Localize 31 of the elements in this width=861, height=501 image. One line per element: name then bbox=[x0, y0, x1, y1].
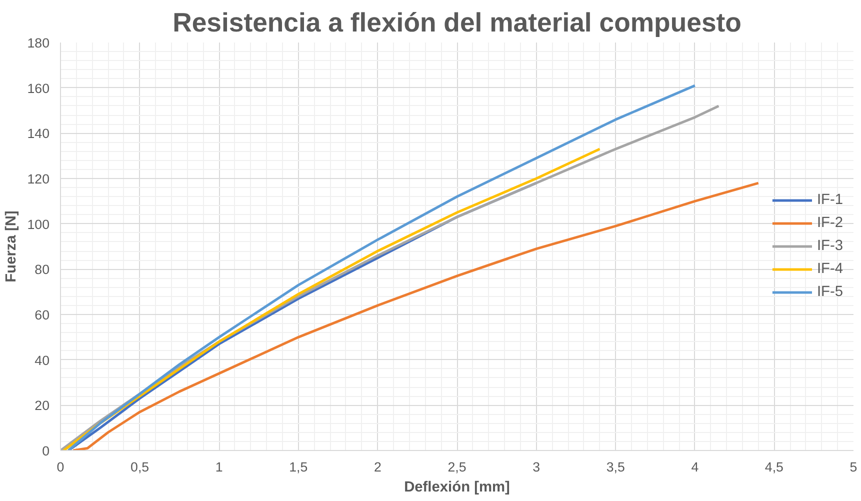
x-tick-label: 5 bbox=[850, 460, 858, 474]
chart-title: Resistencia a flexión del material compuesto bbox=[172, 8, 742, 38]
y-tick-label: 160 bbox=[27, 80, 50, 96]
legend-label: IF-2 bbox=[816, 215, 843, 231]
y-tick-label: 180 bbox=[27, 36, 50, 50]
x-tick-label: 0,5 bbox=[130, 460, 150, 474]
y-tick-label: 100 bbox=[27, 216, 50, 232]
x-tick-label: 0 bbox=[56, 460, 64, 474]
legend-label: IF-3 bbox=[816, 238, 843, 254]
x-tick-label: 2,5 bbox=[448, 460, 466, 474]
y-tick-label: 140 bbox=[27, 126, 50, 142]
y-tick-label: 20 bbox=[34, 398, 50, 414]
x-tick-label: 4 bbox=[691, 460, 700, 474]
x-axis-title: Deflexión [mm] bbox=[404, 480, 510, 496]
x-tick-label: 3 bbox=[532, 460, 540, 474]
y-tick-label: 40 bbox=[34, 352, 50, 368]
legend-label: IF-5 bbox=[816, 284, 843, 300]
x-tick-label: 1 bbox=[215, 460, 223, 474]
y-axis-title: Fuerza [N] bbox=[3, 210, 20, 282]
y-tick-label: 60 bbox=[34, 308, 50, 322]
x-tick-label: 2 bbox=[374, 460, 382, 474]
line-series bbox=[72, 182, 760, 450]
x-tick-label: 1,5 bbox=[289, 460, 308, 474]
x-tick-label: 4,5 bbox=[764, 460, 784, 474]
line-series bbox=[62, 148, 601, 450]
y-tick-label: 80 bbox=[34, 262, 50, 278]
legend-label: IF-4 bbox=[816, 261, 843, 277]
y-tick-label: 120 bbox=[27, 172, 50, 186]
y-tick-label: 0 bbox=[42, 444, 50, 458]
legend-label: IF-1 bbox=[816, 192, 843, 208]
x-tick-label: 3,5 bbox=[606, 460, 625, 474]
